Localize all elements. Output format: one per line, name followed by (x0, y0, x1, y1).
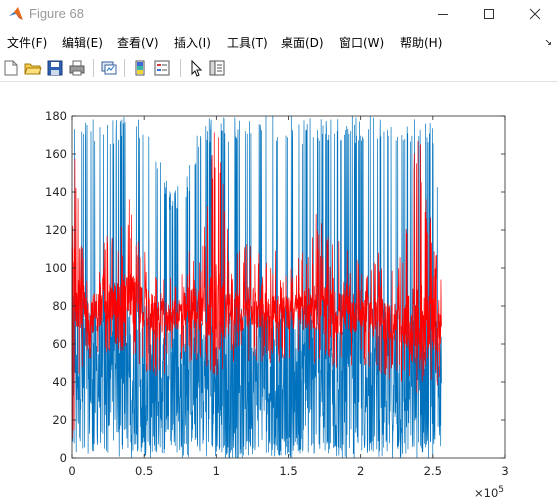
maximize-button[interactable] (466, 0, 512, 29)
minimize-icon (438, 14, 448, 15)
menu-file[interactable]: 文件(F) (7, 36, 48, 50)
menu-help[interactable]: 帮助(H) (400, 36, 443, 50)
figure-toolbar (0, 56, 558, 82)
y-tick-label: 80 (52, 299, 67, 313)
matlab-logo-icon (9, 7, 23, 20)
maximize-icon (484, 9, 494, 19)
close-button[interactable] (512, 0, 558, 29)
series-layer (71, 115, 442, 459)
edit-plot-icon[interactable] (187, 59, 205, 77)
y-tick-label: 100 (45, 261, 67, 275)
print-icon[interactable] (68, 59, 86, 77)
insert-colorbar-icon[interactable] (131, 59, 149, 77)
x-tick-label: 1.5 (279, 464, 297, 478)
x-exponent: 5 (498, 485, 504, 495)
toolbar-separator (180, 59, 181, 77)
y-tick-label: 60 (52, 337, 67, 351)
menu-edit[interactable]: 编辑(E) (62, 36, 103, 50)
property-inspector-icon[interactable] (208, 59, 226, 77)
y-tick-label: 0 (60, 451, 67, 465)
toolbar-separator (93, 59, 94, 77)
menu-view[interactable]: 查看(V) (117, 36, 159, 50)
x-tick-label: 0 (68, 464, 75, 478)
new-figure-icon[interactable] (2, 59, 20, 77)
x-tick-label: 0.5 (135, 464, 153, 478)
x-tick-label: 2 (357, 464, 364, 478)
x-tick-label: 3 (501, 464, 508, 478)
line-plot[interactable]: 0 0.5 1 1.5 2 2.5 3 0 20 40 60 80 100 120 140 160 180 ×1… (0, 83, 558, 503)
insert-legend-icon[interactable] (153, 59, 171, 77)
menu-tools[interactable]: 工具(T) (227, 36, 268, 50)
tick-layer: 0 0.5 1 1.5 2 2.5 3 0 20 40 60 80 100 120 140 160 180 (45, 109, 509, 478)
figure-canvas: 0 0.5 1 1.5 2 2.5 3 0 20 40 60 80 100 120 140 160 180 ×1… (0, 83, 558, 503)
y-tick-label: 140 (45, 185, 67, 199)
link-plot-icon[interactable] (100, 59, 118, 77)
close-icon (529, 8, 541, 20)
y-tick-label: 20 (52, 413, 67, 427)
chevron-right-icon[interactable]: ↘ (544, 38, 552, 48)
series-red-line[interactable] (71, 132, 442, 439)
menu-desktop[interactable]: 桌面(D) (281, 36, 324, 50)
save-icon[interactable] (46, 59, 64, 77)
menu-insert[interactable]: 插入(I) (174, 36, 211, 50)
y-tick-label: 40 (52, 375, 67, 389)
minimize-button[interactable] (420, 0, 466, 29)
y-tick-label: 180 (45, 109, 67, 123)
y-tick-label: 120 (45, 223, 67, 237)
x-exponent-label: ×105 (474, 485, 504, 500)
toolbar-separator (124, 59, 125, 77)
window-title-bar: Figure 68 (0, 0, 558, 29)
x-tick-label: 1 (213, 464, 220, 478)
y-tick-label: 160 (45, 147, 67, 161)
window-title: Figure 68 (29, 6, 84, 21)
menu-bar: 文件(F) 编辑(E) 查看(V) 插入(I) 工具(T) 桌面(D) 窗口(W… (0, 30, 558, 54)
menu-window[interactable]: 窗口(W) (339, 36, 385, 50)
open-file-icon[interactable] (24, 59, 42, 77)
x-tick-label: 2.5 (424, 464, 442, 478)
